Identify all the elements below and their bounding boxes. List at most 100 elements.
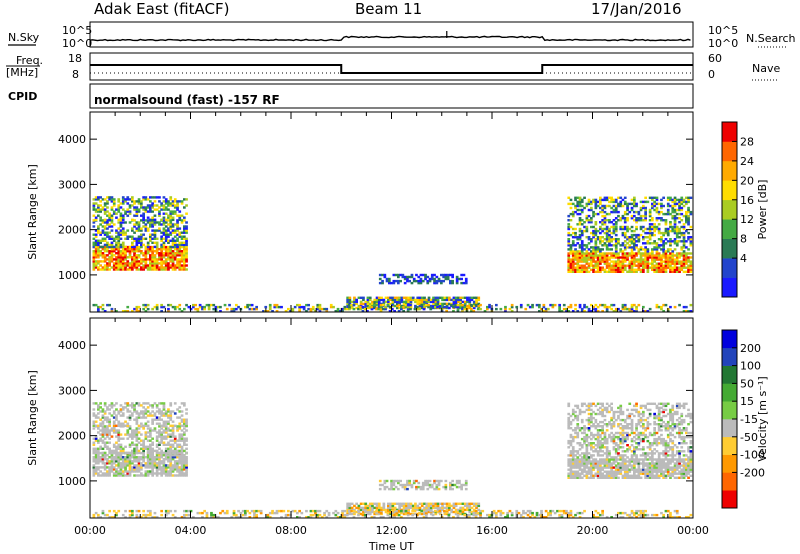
data-cell [673, 470, 677, 473]
data-cell [164, 231, 168, 234]
data-cell [673, 466, 677, 469]
data-cell [594, 250, 598, 253]
data-cell [571, 474, 575, 477]
data-cell [108, 412, 111, 415]
data-cell [621, 252, 625, 255]
data-cell [135, 418, 139, 421]
data-cell [612, 416, 616, 420]
data-cell [603, 260, 607, 263]
data-cell [451, 279, 454, 283]
data-cell [167, 214, 170, 217]
data-cell [178, 422, 182, 425]
data-cell [587, 406, 591, 410]
data-cell [678, 260, 681, 263]
data-cell [97, 252, 100, 255]
data-cell [619, 408, 623, 412]
data-cell [673, 223, 677, 226]
data-cell [610, 425, 613, 428]
data-cell [176, 237, 179, 240]
data-cell [644, 433, 647, 437]
data-cell [608, 466, 611, 469]
data-cell [183, 420, 186, 423]
data-cell [198, 303, 202, 307]
data-cell [133, 239, 136, 242]
data-cell [94, 454, 98, 457]
data-cell [103, 202, 107, 205]
data-cell [397, 303, 401, 307]
data-cell [515, 305, 519, 309]
data-cell [673, 262, 677, 265]
data-cell [635, 442, 638, 445]
data-cell [178, 210, 182, 213]
data-cell [666, 210, 670, 214]
data-cell [666, 468, 670, 471]
data-cell [158, 408, 161, 411]
data-cell [133, 406, 136, 409]
data-cell [633, 303, 636, 307]
data-cell [617, 258, 620, 261]
data-cell [531, 303, 534, 307]
data-cell [99, 196, 102, 199]
data-cell [646, 248, 650, 251]
data-cell [680, 431, 684, 435]
data-cell [635, 258, 638, 261]
data-cell [605, 264, 609, 267]
data-cell [685, 256, 688, 259]
data-cell [388, 277, 391, 281]
data-cell [110, 458, 114, 461]
data-cell [642, 262, 645, 265]
data-cell [662, 303, 665, 307]
data-cell [585, 466, 589, 469]
data-cell [99, 305, 102, 309]
data-cell [578, 238, 582, 241]
data-cell [651, 254, 654, 257]
data-cell [151, 206, 154, 209]
data-cell [619, 458, 623, 461]
data-cell [169, 439, 173, 442]
data-cell [101, 410, 105, 413]
data-cell [149, 429, 152, 432]
data-cell [110, 462, 114, 465]
data-cell [569, 270, 573, 273]
data-cell [594, 270, 598, 273]
data-cell [178, 472, 182, 475]
data-cell [689, 466, 693, 469]
data-cell [651, 266, 654, 269]
data-cell [601, 420, 604, 424]
data-cell [119, 245, 123, 249]
data-cell [675, 198, 679, 202]
data-cell [639, 258, 643, 261]
data-cell [644, 236, 647, 239]
data-cell [137, 404, 141, 407]
data-cell [142, 260, 145, 263]
data-cell [657, 454, 661, 457]
data-cell [569, 202, 573, 206]
data-cell [106, 454, 109, 457]
data-cell [635, 408, 638, 412]
data-cell [601, 425, 604, 428]
data-cell [655, 258, 659, 261]
data-cell [112, 202, 116, 205]
data-cell [578, 254, 582, 257]
data-cell [468, 298, 472, 302]
data-cell [155, 410, 159, 413]
data-cell [599, 446, 602, 449]
data-cell [126, 422, 130, 425]
data-cell [180, 414, 184, 417]
data-cell [583, 258, 586, 261]
data-cell [669, 262, 672, 265]
data-cell [687, 221, 690, 224]
data-cell [639, 431, 643, 435]
data-cell [601, 244, 604, 247]
data-cell [452, 310, 455, 313]
data-cell [587, 458, 591, 461]
data-cell [562, 307, 566, 311]
data-cell [689, 310, 693, 313]
data-cell [578, 266, 582, 269]
data-cell [635, 254, 638, 257]
data-cell [653, 433, 656, 437]
data-cell [103, 474, 107, 477]
data-cell [137, 210, 141, 213]
data-cell [673, 468, 677, 471]
data-cell [605, 450, 609, 453]
